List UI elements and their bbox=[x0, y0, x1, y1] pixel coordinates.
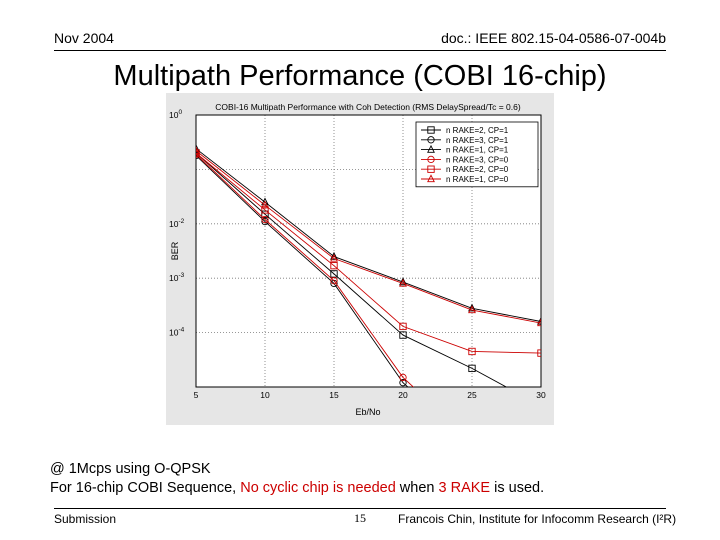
x-tick-label: 25 bbox=[467, 390, 477, 400]
data-point bbox=[538, 403, 544, 409]
body-line-2-red-2: 3 RAKE bbox=[438, 480, 491, 496]
data-point bbox=[468, 303, 476, 312]
footer-submission: Submission bbox=[54, 512, 117, 526]
legend-label: n RAKE=2, CP=1 bbox=[446, 126, 509, 135]
ber-chart: COBI-16 Multipath Performance with Coh D… bbox=[169, 102, 546, 417]
body-text: @ 1Mcps using O-QPSK For 16-chip COBI Se… bbox=[50, 460, 544, 498]
x-tick-label: 15 bbox=[329, 390, 339, 400]
series-line bbox=[196, 152, 508, 387]
y-tick-label: 10-4 bbox=[169, 327, 185, 338]
data-point bbox=[537, 349, 541, 357]
body-line-2-pre: For 16-chip COBI Sequence, bbox=[50, 480, 241, 496]
x-tick-label: 10 bbox=[260, 390, 270, 400]
series-layer bbox=[196, 144, 544, 409]
legend-label: n RAKE=1, CP=0 bbox=[446, 175, 509, 184]
data-point bbox=[261, 206, 269, 214]
y-tick-exponent: 0 bbox=[178, 109, 182, 116]
body-line-2-post: is used. bbox=[490, 480, 545, 496]
series-group bbox=[196, 149, 544, 409]
body-line-2-red-1: No cyclic chip is needed bbox=[240, 480, 396, 496]
data-point bbox=[261, 200, 269, 209]
data-point bbox=[261, 210, 269, 218]
legend-marker bbox=[427, 174, 435, 183]
y-tick-label: 10-2 bbox=[169, 218, 185, 229]
body-line-2: For 16-chip COBI Sequence, No cyclic chi… bbox=[50, 479, 544, 498]
data-point bbox=[537, 316, 541, 325]
slide-title: Multipath Performance (COBI 16-chip) bbox=[113, 60, 607, 92]
legend-label: n RAKE=3, CP=1 bbox=[446, 136, 509, 145]
header-rule bbox=[54, 50, 666, 51]
data-point bbox=[399, 278, 407, 287]
series-group bbox=[196, 146, 541, 327]
y-tick-exponent: -2 bbox=[178, 218, 184, 225]
data-point bbox=[399, 373, 407, 382]
data-point bbox=[399, 277, 407, 286]
legend-marker bbox=[427, 165, 435, 173]
y-tick-exponent: -4 bbox=[178, 327, 184, 334]
series-line bbox=[196, 152, 541, 354]
chart-legend: n RAKE=2, CP=1n RAKE=3, CP=1n RAKE=1, CP… bbox=[415, 121, 539, 188]
data-point bbox=[399, 322, 407, 331]
data-point bbox=[261, 215, 269, 224]
x-tick-label: 20 bbox=[398, 390, 408, 400]
legend-marker bbox=[427, 155, 435, 164]
legend-label: n RAKE=1, CP=1 bbox=[446, 146, 509, 155]
x-tick-label: 30 bbox=[536, 390, 546, 400]
body-line-1: @ 1Mcps using O-QPSK bbox=[50, 461, 211, 477]
data-point bbox=[399, 331, 407, 339]
series-line bbox=[196, 148, 541, 322]
data-point bbox=[330, 262, 338, 270]
y-tick-base: 10 bbox=[169, 110, 179, 120]
y-tick-base: 10 bbox=[169, 328, 179, 338]
data-point bbox=[261, 217, 269, 226]
y-tick-base: 10 bbox=[169, 219, 179, 229]
legend-marker bbox=[427, 136, 435, 144]
data-point bbox=[330, 253, 338, 262]
footer-rule bbox=[54, 508, 666, 509]
y-tick-exponent: -3 bbox=[178, 272, 184, 279]
data-point bbox=[537, 318, 541, 327]
ber-figure: COBI-16 Multipath Performance with Coh D… bbox=[166, 93, 554, 425]
legend-marker bbox=[427, 144, 435, 153]
chart-title: COBI-16 Multipath Performance with Coh D… bbox=[215, 102, 521, 112]
series-group bbox=[196, 149, 541, 357]
legend-marker bbox=[427, 126, 435, 134]
series-line bbox=[196, 153, 414, 387]
data-point bbox=[196, 144, 200, 152]
x-tick-labels: 5 10 15 20 25 30 bbox=[194, 390, 546, 400]
data-point bbox=[468, 364, 476, 373]
y-tick-label: 100 bbox=[169, 109, 182, 120]
data-point bbox=[196, 146, 200, 154]
y-tick-label: 10-3 bbox=[169, 272, 185, 283]
data-point bbox=[399, 379, 407, 387]
y-tick-base: 10 bbox=[169, 273, 179, 283]
x-tick-label: 5 bbox=[194, 390, 199, 400]
y-axis-label: BER bbox=[170, 241, 180, 260]
header-date: Nov 2004 bbox=[54, 30, 114, 46]
footer-author: Francois Chin, Institute for Infocomm Re… bbox=[398, 512, 677, 526]
legend-box bbox=[415, 121, 539, 188]
x-axis-label: Eb/No bbox=[355, 407, 380, 417]
legend-label: n RAKE=3, CP=0 bbox=[446, 155, 509, 164]
legend-label: n RAKE=2, CP=0 bbox=[446, 165, 509, 174]
data-point bbox=[468, 305, 476, 314]
header-doc-id: doc.: IEEE 802.15-04-0586-07-004b bbox=[441, 30, 666, 46]
data-point bbox=[330, 251, 338, 260]
data-point bbox=[468, 347, 476, 356]
footer-page-number: 15 bbox=[354, 511, 366, 525]
body-line-2-mid: when bbox=[395, 480, 439, 496]
series-line bbox=[196, 150, 541, 324]
plot-frame bbox=[195, 114, 542, 388]
series-line bbox=[196, 155, 409, 387]
data-point bbox=[330, 277, 338, 285]
